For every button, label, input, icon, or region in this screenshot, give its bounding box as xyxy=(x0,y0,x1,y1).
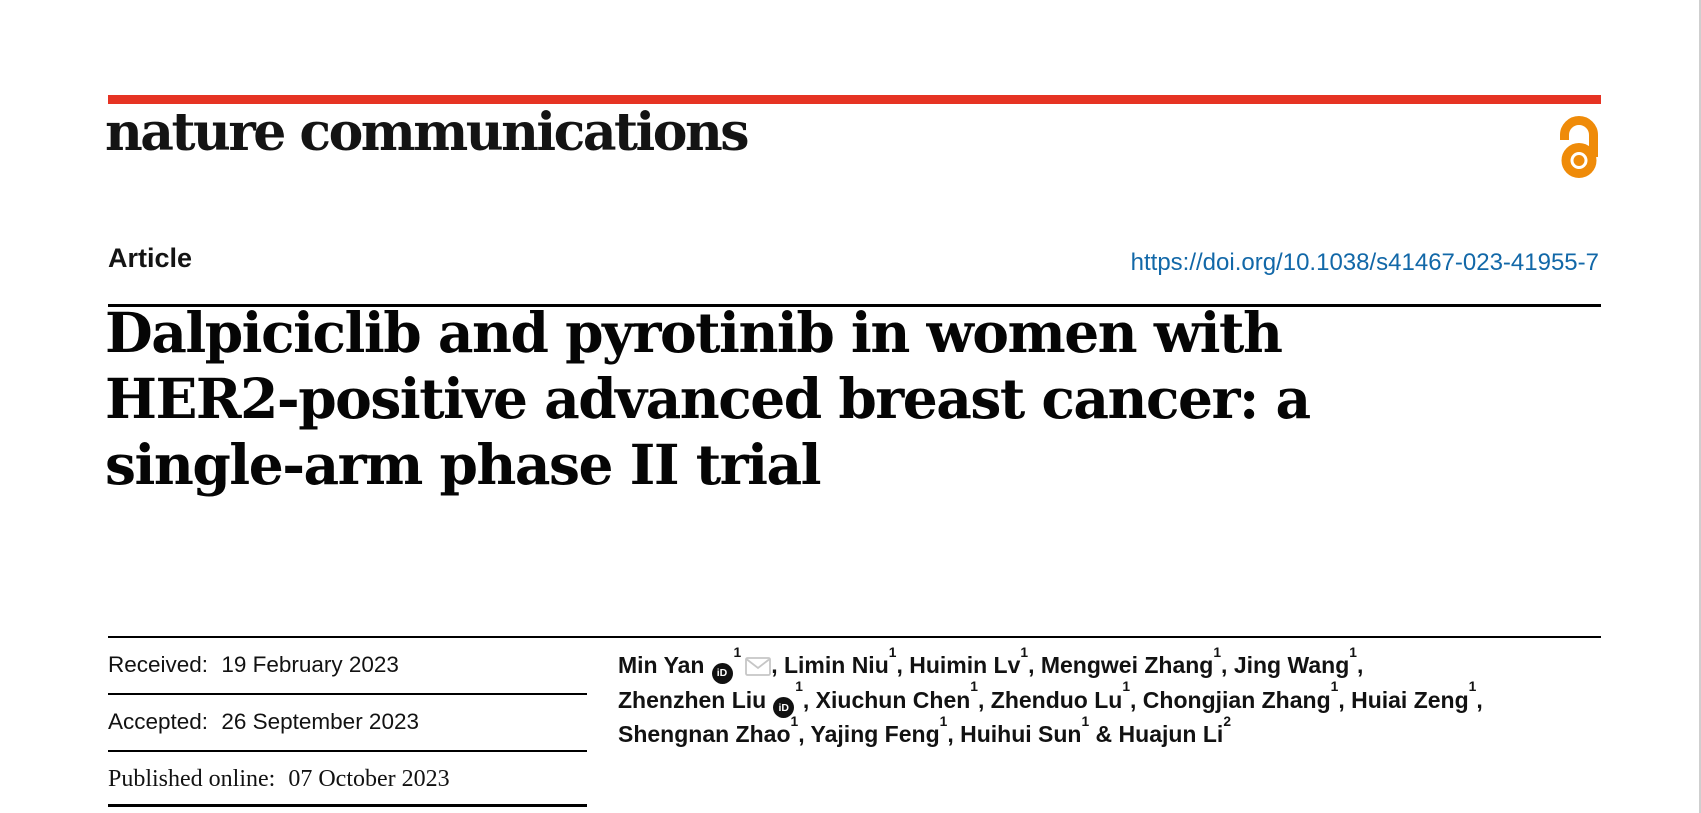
affiliation-superscript: 1 xyxy=(1349,644,1357,660)
header-divider xyxy=(108,304,1601,307)
history-divider-2 xyxy=(108,750,587,752)
affiliation-superscript: 1 xyxy=(1020,644,1029,660)
author-name-text: , Chongjian Zhang xyxy=(1130,686,1331,713)
author-name-text: , Huimin Lv xyxy=(896,652,1021,678)
author-name-text: , Limin Niu xyxy=(771,652,889,678)
affiliation-superscript: 1 xyxy=(939,713,948,729)
author-name-text: & Huajun Li xyxy=(1089,721,1224,748)
affiliation-superscript: 1 xyxy=(1330,679,1339,695)
history-divider-1 xyxy=(108,693,587,695)
received-row: Received: 19 February 2023 xyxy=(108,652,399,678)
accepted-date: 26 September 2023 xyxy=(221,709,419,734)
affiliation-superscript: 1 xyxy=(1213,644,1222,660)
article-type-label: Article xyxy=(108,243,193,273)
article-title: Dalpiciclib and pyrotinib in women with … xyxy=(105,300,1311,498)
author-name-text: , xyxy=(1356,652,1364,678)
affiliation-superscript: 1 xyxy=(1081,713,1090,729)
affiliation-superscript: 1 xyxy=(1468,679,1477,695)
received-date: 19 February 2023 xyxy=(221,652,399,677)
published-row: Published online: 07 October 2023 xyxy=(108,766,450,793)
affiliation-superscript: 1 xyxy=(970,679,978,695)
author-name-text: , Mengwei Zhang xyxy=(1028,652,1214,678)
published-label: Published online: xyxy=(108,766,276,792)
author-name-text: , Xiuchun Chen xyxy=(802,686,971,713)
author-name-text: , Yajing Feng xyxy=(798,721,940,748)
received-label: Received: xyxy=(108,652,209,677)
author-list: Min Yan iD1, Limin Niu1, Huimin Lv1, Meng… xyxy=(618,644,1608,752)
email-icon[interactable] xyxy=(745,651,772,686)
history-divider-3 xyxy=(108,804,587,807)
author-name-text: , Jing Wang xyxy=(1221,652,1350,678)
author-name-text: , xyxy=(1476,686,1483,713)
published-date: 07 October 2023 xyxy=(288,766,450,792)
author-name-text: Shengnan Zhao xyxy=(618,721,791,748)
author-name-text: , Zhenduo Lu xyxy=(977,686,1123,713)
doi-link[interactable]: https://doi.org/10.1038/s41467-023-41955… xyxy=(1130,249,1599,276)
author-line-1: Min Yan iD1, Limin Niu1, Huimin Lv1, Meng… xyxy=(618,644,1608,686)
affiliation-superscript: 1 xyxy=(795,679,803,695)
affiliation-superscript: 2 xyxy=(1223,713,1232,729)
author-line-3: Shengnan Zhao1, Yajing Feng1, Huihui Sun… xyxy=(618,713,1608,752)
title-line-2: HER2-positive advanced breast cancer: a xyxy=(105,366,1311,431)
author-name-text: Zhenzhen Liu xyxy=(618,686,767,713)
affiliation-superscript: 1 xyxy=(790,713,799,729)
author-line-2: Zhenzhen Liu iD1, Xiuchun Chen1, Zhenduo … xyxy=(618,680,1608,719)
journal-logo[interactable]: nature communications xyxy=(105,102,750,163)
accepted-row: Accepted: 26 September 2023 xyxy=(108,709,419,735)
affiliation-superscript: 1 xyxy=(888,644,897,660)
affiliation-superscript: 1 xyxy=(733,644,742,660)
orcid-icon[interactable]: iD xyxy=(773,697,795,719)
author-name-text: , Huihui Sun xyxy=(947,721,1082,748)
author-name-text: Min Yan xyxy=(618,652,705,678)
masthead-rule xyxy=(108,95,1601,104)
accepted-label: Accepted: xyxy=(108,709,209,734)
author-name-text: , Huiai Zeng xyxy=(1338,686,1469,713)
affiliation-superscript: 1 xyxy=(1122,679,1131,695)
columns-top-divider xyxy=(108,636,1601,638)
title-line-3: single-arm phase II trial xyxy=(105,432,822,497)
orcid-icon[interactable]: iD xyxy=(711,662,733,684)
title-line-1: Dalpiciclib and pyrotinib in women with xyxy=(105,300,1283,365)
open-access-icon[interactable] xyxy=(1554,110,1604,180)
